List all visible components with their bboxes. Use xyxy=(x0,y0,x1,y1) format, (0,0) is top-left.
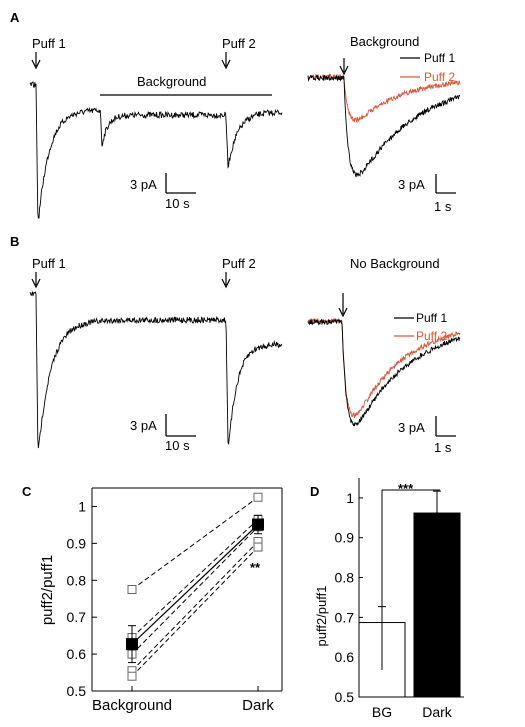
panel-b-puff1-label: Puff 1 xyxy=(32,256,66,271)
panel-a-right-title: Background xyxy=(350,34,419,49)
panel-b-letter: B xyxy=(10,234,19,249)
panel-c-ytick-label: 0.9 xyxy=(67,535,87,551)
panel-d-xtick-label: Dark xyxy=(422,704,453,720)
panel-c-mean-point xyxy=(126,638,138,651)
panel-c-individual-point xyxy=(127,671,137,681)
panel-b-scalebar xyxy=(165,414,196,437)
panel-d-ytick-label: 0.7 xyxy=(335,609,355,625)
panel-c-individual-line xyxy=(131,546,259,677)
panel-c-individual-line xyxy=(131,541,259,672)
panel-a-right-scale-x: 1 s xyxy=(434,199,452,214)
panel-c-x-ticks: Background Dark xyxy=(92,686,274,714)
panel-d-ytick-label: 0.9 xyxy=(335,530,355,546)
panel-c-individual-point xyxy=(253,492,263,502)
panel-c-individual-lines xyxy=(127,492,263,681)
panel-d: D 0.5 0.6 0.7 0.8 0.9 1 BG Dark *** puff2/puff… xyxy=(310,478,464,720)
panel-a-puff1-arrow xyxy=(31,52,41,70)
panel-b-right-scale-x: 1 s xyxy=(434,440,452,455)
panel-a-legend-puff2: Puff 2 xyxy=(424,70,455,84)
panel-d-bars xyxy=(358,490,461,698)
panel-b-right-title: No Background xyxy=(350,256,440,271)
panel-d-ylabel: puff2/puff1 xyxy=(314,586,329,647)
panel-b-puff2-label: Puff 2 xyxy=(222,256,256,271)
panel-a-legend-puff1: Puff 1 xyxy=(424,51,455,65)
panel-b: B Puff 1 Puff 2 3 pA 10 s No Background … xyxy=(10,234,461,455)
panel-c-ylabel: puff2/puff1 xyxy=(39,555,56,625)
panel-c-ytick-label: 0.8 xyxy=(67,572,87,588)
panel-d-y-ticks: 0.5 0.6 0.7 0.8 0.9 1 xyxy=(335,490,363,705)
panel-a-puff2-label: Puff 2 xyxy=(222,36,256,51)
panel-a-right-scalebar xyxy=(435,174,456,194)
panel-d-annotation: *** xyxy=(398,481,414,496)
panel-d-significance-bracket xyxy=(381,489,440,670)
panel-c-individual-line xyxy=(131,519,259,638)
panel-c-xtick-label: Background xyxy=(92,697,172,714)
panel-a-right-trace-puff2 xyxy=(307,73,461,124)
panel-a-scale-x: 10 s xyxy=(165,196,190,211)
panel-b-right-arrow xyxy=(338,293,348,318)
panel-b-right-trace-puff1 xyxy=(307,318,461,427)
panel-b-trace xyxy=(29,291,283,449)
panel-c-ytick-label: 0.5 xyxy=(67,683,87,699)
panel-d-x-ticks: BG Dark xyxy=(372,704,453,720)
panel-d-ytick-label: 0.5 xyxy=(335,689,355,705)
panel-a-right-trace-puff1 xyxy=(307,74,461,178)
panel-c-annotation: ** xyxy=(250,560,261,575)
panel-c-ytick-label: 0.7 xyxy=(67,609,87,625)
panel-a: A Puff 1 Puff 2 Background 3 pA 10 s Bac… xyxy=(10,10,461,219)
panel-c-individual-point xyxy=(127,585,137,594)
panel-b-right-scale-y: 3 pA xyxy=(398,420,425,435)
panel-c-individual-point xyxy=(253,542,263,552)
panel-b-right-trace-puff2 xyxy=(307,317,461,418)
panel-c-individual-line xyxy=(131,496,259,590)
panel-d-ytick-label: 0.8 xyxy=(335,570,355,586)
panel-b-legend-puff1: Puff 1 xyxy=(416,311,447,325)
panel-c-letter: C xyxy=(22,484,32,499)
panel-c-xtick-label: Dark xyxy=(242,697,274,714)
panel-c-y-ticks: 0.5 0.6 0.7 0.8 0.9 1 xyxy=(67,498,97,699)
panel-b-legend-puff2: Puff 2 xyxy=(416,329,447,343)
panel-b-scale-x: 10 s xyxy=(165,438,190,453)
panel-d-xtick-label: BG xyxy=(372,704,392,720)
panel-d-letter: D xyxy=(310,484,319,499)
panel-d-bar xyxy=(413,512,461,698)
panel-c-ytick-label: 0.6 xyxy=(67,646,87,662)
panel-a-background-label: Background xyxy=(137,74,206,89)
panel-a-scalebar xyxy=(165,173,196,194)
panel-d-ytick-label: 0.6 xyxy=(335,649,355,665)
panel-a-scale-y: 3 pA xyxy=(130,177,157,192)
panel-b-puff2-arrow xyxy=(221,272,231,289)
panel-a-puff1-label: Puff 1 xyxy=(32,36,66,51)
panel-a-right-scale-y: 3 pA xyxy=(398,177,425,192)
panel-c-individual-line xyxy=(131,526,259,655)
panel-a-puff2-arrow xyxy=(221,52,231,70)
panel-c-mean-point xyxy=(252,518,264,531)
panel-c-mean xyxy=(126,514,264,664)
panel-c: C 0.5 0.6 0.7 0.8 0.9 1 Background Dark puff2/… xyxy=(22,484,283,714)
panel-b-puff1-arrow xyxy=(31,272,41,289)
panel-a-trace xyxy=(29,81,283,219)
panel-b-right-scalebar xyxy=(435,416,456,437)
panel-c-ytick-label: 1 xyxy=(78,498,86,514)
panel-c-mean-line xyxy=(131,524,259,645)
panel-a-letter: A xyxy=(10,10,20,25)
panel-b-scale-y: 3 pA xyxy=(130,418,157,433)
panel-a-right-arrow xyxy=(339,58,349,76)
panel-d-ytick-label: 1 xyxy=(346,490,354,506)
